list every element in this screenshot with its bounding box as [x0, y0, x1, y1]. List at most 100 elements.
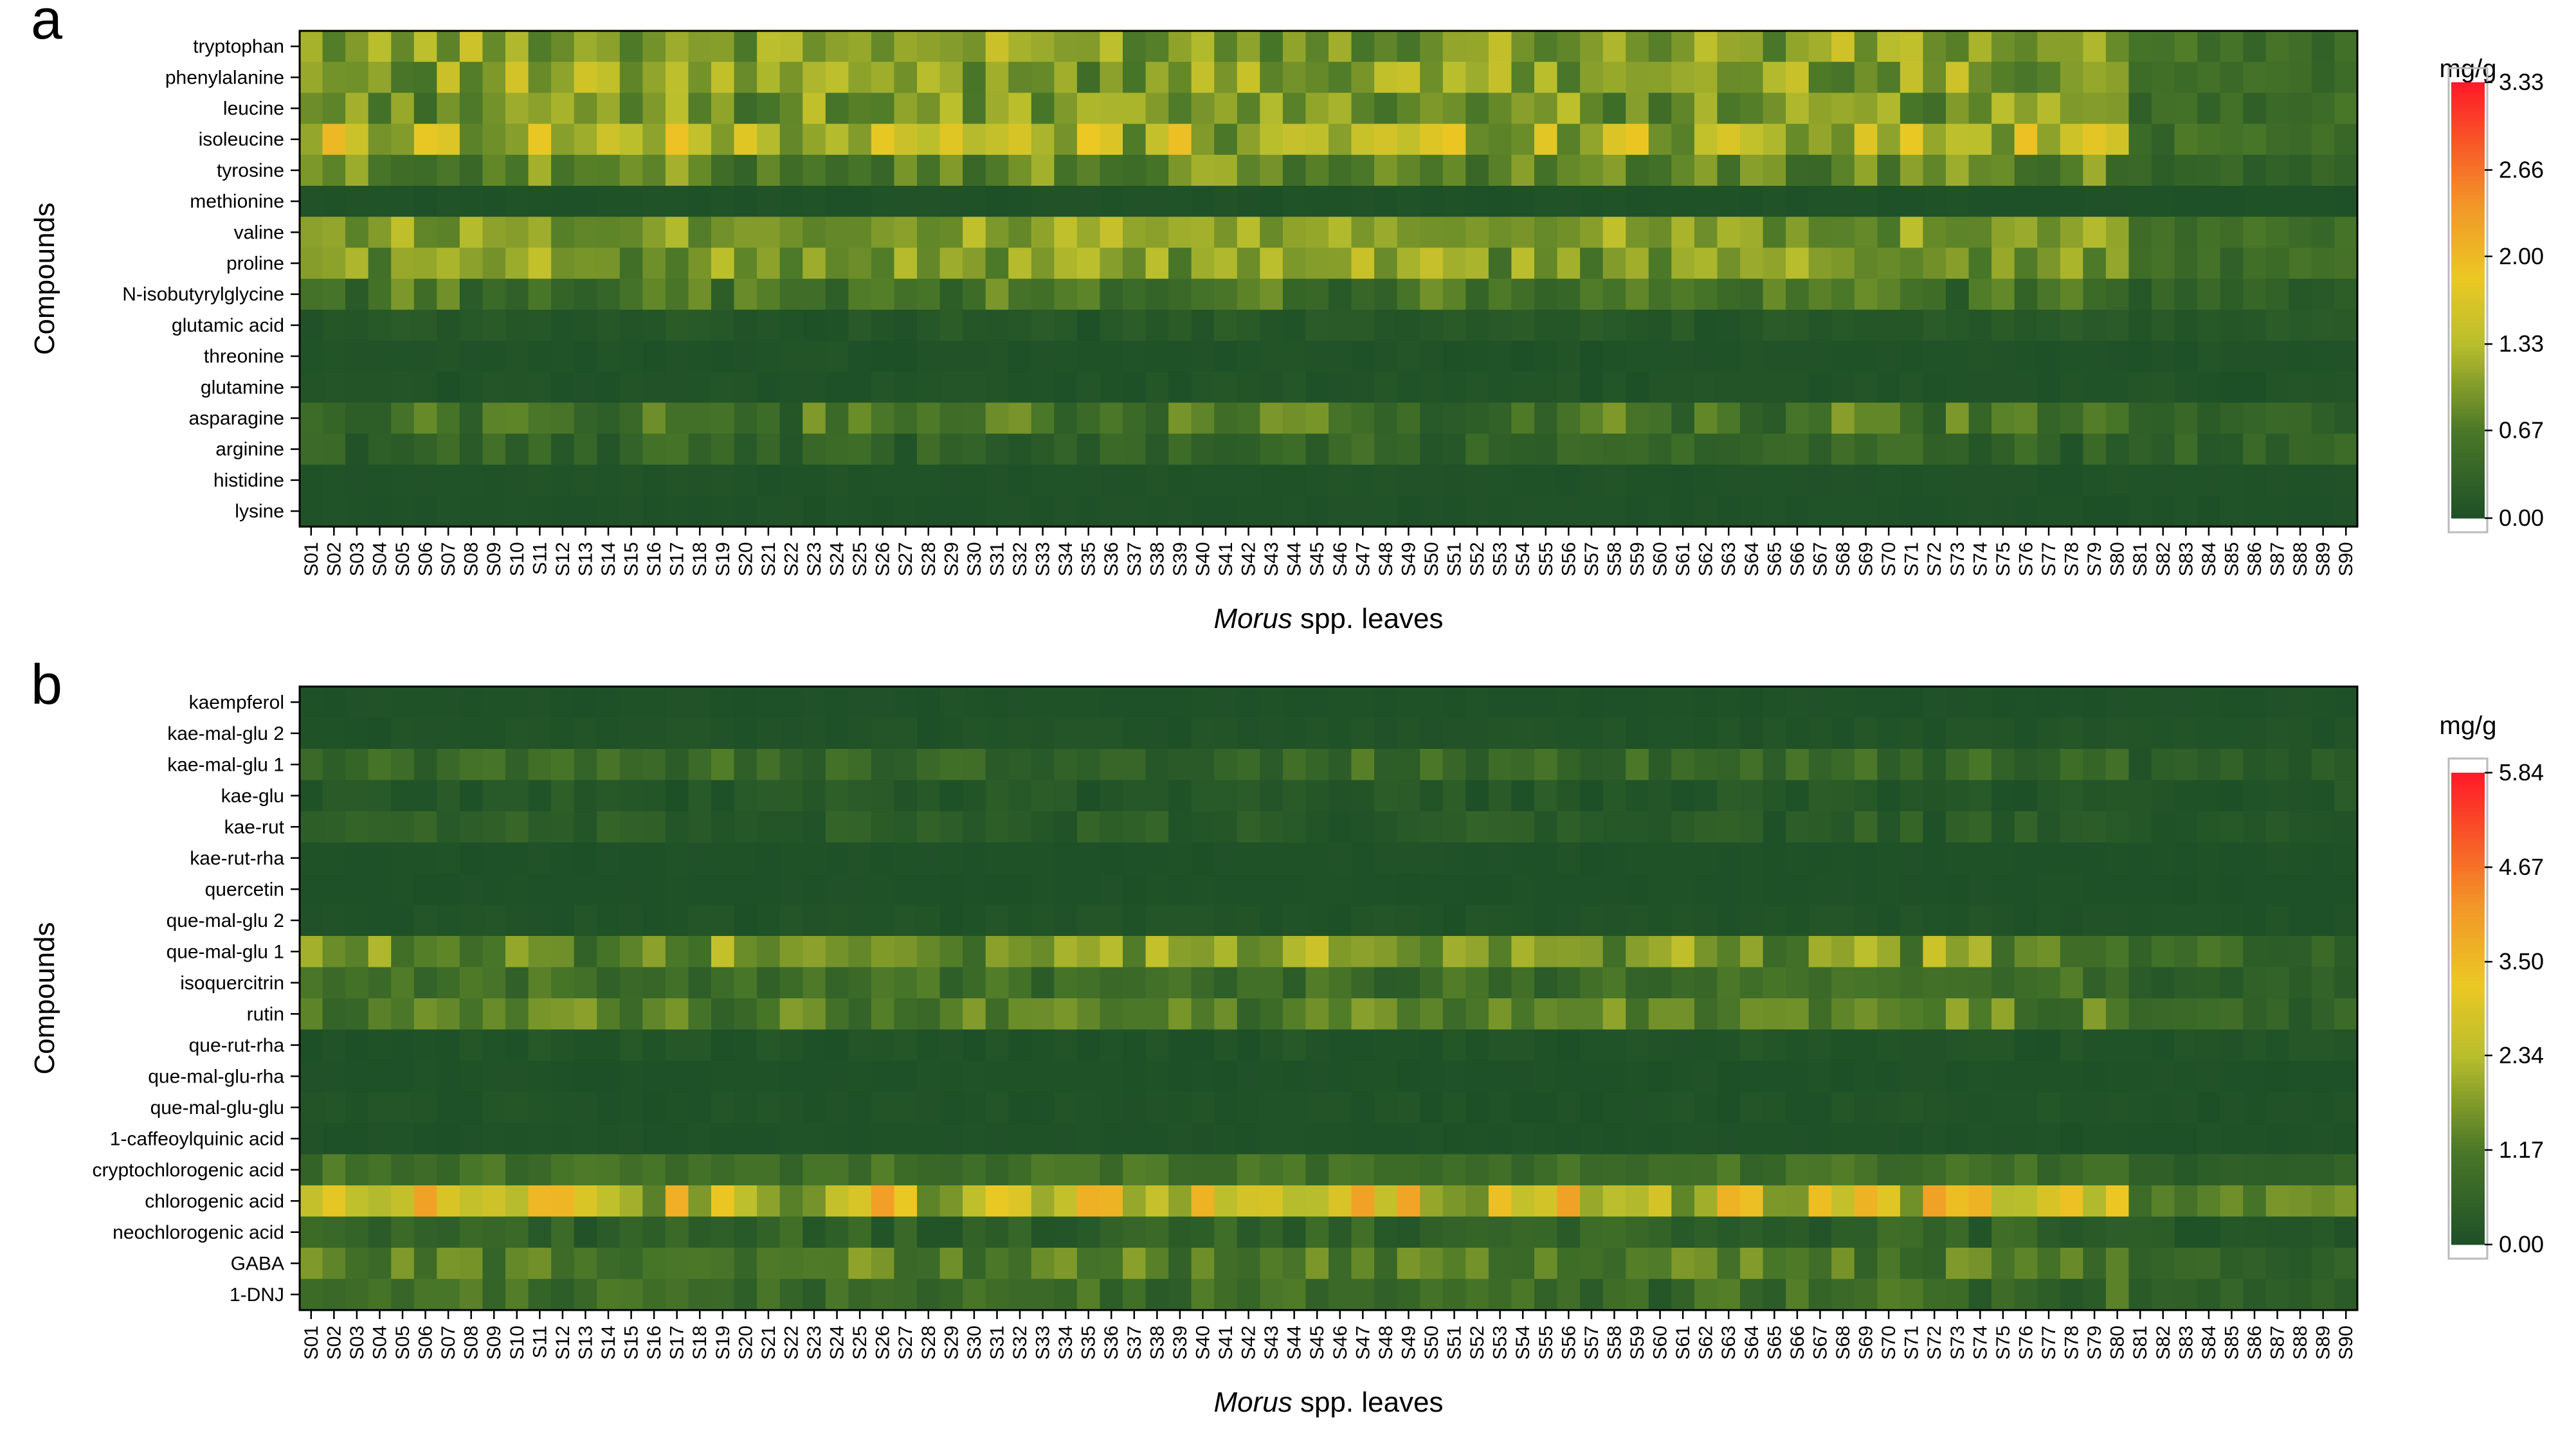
- heatmap-cell: [1511, 749, 1535, 781]
- heatmap-cell: [1991, 749, 2015, 781]
- heatmap-cell: [2152, 1123, 2175, 1155]
- heatmap-cell: [779, 1185, 803, 1218]
- heatmap-cell: [597, 217, 621, 248]
- colorbar-segment: [2451, 1236, 2485, 1241]
- heatmap-cell: [665, 998, 689, 1030]
- heatmap-cell: [1557, 998, 1581, 1030]
- heatmap-cell: [505, 1123, 529, 1155]
- heatmap-cell: [1991, 936, 2015, 968]
- heatmap-cell: [1534, 749, 1558, 781]
- column-label: S26: [873, 1326, 894, 1360]
- colorbar-segment: [2451, 1106, 2485, 1111]
- column-label: S84: [2199, 1326, 2220, 1360]
- heatmap-cell: [2105, 967, 2130, 999]
- heatmap-cell: [1786, 1029, 1810, 1061]
- heatmap-cell: [1923, 123, 1946, 156]
- heatmap-cell: [2083, 1279, 2107, 1311]
- heatmap-cell: [757, 811, 781, 843]
- heatmap-cell: [1329, 464, 1352, 496]
- heatmap-cell: [2152, 1185, 2175, 1218]
- heatmap-cell: [619, 780, 643, 812]
- heatmap-cell: [322, 217, 346, 248]
- heatmap-cell: [2243, 1248, 2267, 1280]
- heatmap-cell: [1671, 278, 1695, 310]
- x-axis-title: Morus spp. leaves: [1213, 1387, 1443, 1418]
- panel-letter: a: [31, 0, 62, 51]
- heatmap-cell: [642, 496, 666, 527]
- row-label: kae-glu: [221, 786, 284, 807]
- heatmap-cell: [825, 309, 849, 341]
- heatmap-cell: [597, 93, 621, 125]
- heatmap-cell: [1031, 874, 1055, 906]
- heatmap-cell: [2152, 433, 2175, 465]
- heatmap-cell: [2311, 154, 2336, 186]
- heatmap-cell: [2334, 1154, 2358, 1186]
- heatmap-cell: [1991, 1061, 2015, 1093]
- heatmap-cell: [619, 464, 643, 496]
- y-axis-title: Compounds: [29, 922, 60, 1074]
- heatmap-cell: [551, 341, 575, 372]
- heatmap-cell: [848, 967, 872, 999]
- heatmap-cell: [1123, 1248, 1147, 1280]
- colorbar-segment: [2451, 481, 2485, 486]
- column-label: S65: [1764, 542, 1785, 576]
- heatmap-cell: [1717, 967, 1741, 999]
- heatmap-cell: [1602, 1092, 1626, 1124]
- colorbar-segment: [2451, 246, 2485, 250]
- heatmap-cell: [825, 874, 849, 906]
- heatmap-cell: [1991, 464, 2015, 496]
- colorbar-segment: [2451, 89, 2485, 94]
- heatmap-cell: [1465, 278, 1489, 310]
- heatmap-cell: [505, 341, 529, 372]
- column-label: S26: [873, 542, 894, 576]
- heatmap-cell: [642, 717, 666, 750]
- heatmap-cell: [2083, 372, 2107, 403]
- colorbar-segment: [2451, 220, 2485, 224]
- heatmap-cell: [1031, 464, 1055, 496]
- heatmap-cell: [2174, 372, 2198, 403]
- heatmap-cell: [1237, 874, 1260, 906]
- heatmap-cell: [1763, 780, 1786, 812]
- column-label: S69: [1856, 1326, 1877, 1360]
- heatmap-cell: [528, 309, 552, 341]
- heatmap-cell: [642, 1092, 666, 1124]
- heatmap-cell: [2220, 62, 2244, 93]
- heatmap-cell: [985, 717, 1009, 750]
- heatmap-cell: [1008, 1154, 1032, 1186]
- heatmap-cell: [551, 717, 575, 750]
- heatmap-cell: [1923, 874, 1946, 906]
- heatmap-cell: [803, 1279, 826, 1311]
- heatmap-cell: [894, 31, 918, 62]
- heatmap-cell: [2105, 309, 2130, 341]
- heatmap-cell: [1214, 904, 1238, 937]
- heatmap-cell: [803, 402, 826, 435]
- heatmap-cell: [322, 247, 346, 280]
- heatmap-cell: [1557, 874, 1581, 906]
- heatmap-cell: [642, 247, 666, 280]
- heatmap-cell: [1511, 1248, 1535, 1280]
- heatmap-cell: [1123, 1216, 1147, 1248]
- heatmap-cell: [1282, 874, 1307, 906]
- heatmap-cell: [1214, 780, 1238, 812]
- heatmap-cell: [963, 217, 986, 248]
- heatmap-cell: [2014, 842, 2038, 874]
- heatmap-cell: [894, 372, 918, 403]
- column-label: S07: [438, 542, 459, 576]
- colorbar-segment: [2451, 1091, 2485, 1096]
- heatmap-cell: [619, 372, 643, 403]
- heatmap-cell: [734, 123, 757, 156]
- colorbar-segment: [2451, 867, 2485, 872]
- heatmap-cell: [505, 186, 529, 217]
- heatmap-cell: [574, 967, 597, 999]
- heatmap-cell: [2265, 62, 2289, 93]
- heatmap-cell: [322, 687, 346, 719]
- heatmap-cell: [803, 874, 826, 906]
- heatmap-cell: [2334, 687, 2358, 719]
- colorbar-segment: [2451, 1178, 2485, 1182]
- heatmap-cell: [1946, 1216, 1970, 1248]
- heatmap-cell: [345, 247, 369, 280]
- heatmap-cell: [391, 1279, 415, 1311]
- column-label: S15: [621, 542, 642, 576]
- heatmap-cell: [1488, 811, 1512, 843]
- heatmap-cell: [2128, 217, 2152, 248]
